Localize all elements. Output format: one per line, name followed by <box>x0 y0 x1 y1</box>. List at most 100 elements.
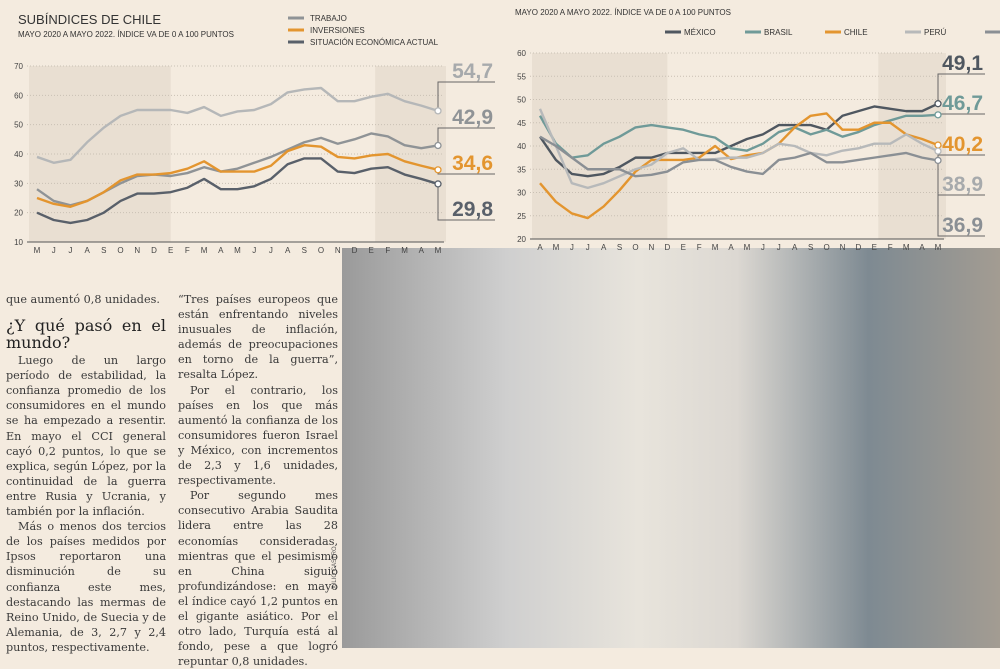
x-tick-label: M <box>712 243 719 252</box>
x-tick-label: M <box>234 246 241 255</box>
x-tick-label: D <box>151 246 157 255</box>
y-tick-label: 10 <box>14 238 23 247</box>
x-tick-label: M <box>935 243 942 252</box>
y-tick-label: 30 <box>517 189 526 198</box>
article-column-1: que aumentó 0,8 unidades. ¿Y qué pasó en… <box>6 292 166 669</box>
series-line <box>538 108 939 190</box>
x-tick-label: J <box>269 246 273 255</box>
x-tick-label: O <box>318 246 324 255</box>
end-value-label: 46,7 <box>942 92 983 115</box>
y-tick-label: 30 <box>14 179 23 188</box>
x-tick-label: M <box>435 246 442 255</box>
x-tick-label: A <box>728 243 734 252</box>
end-point <box>934 147 942 155</box>
y-tick-label: 45 <box>517 119 526 128</box>
x-tick-label: A <box>84 246 90 255</box>
x-tick-label: A <box>419 246 425 255</box>
legend-label: SITUACIÓN ECONÓMICA ACTUAL <box>310 38 439 47</box>
legend-label: INVERSIONES <box>310 26 365 35</box>
leader-line <box>437 81 495 111</box>
end-value-label: 38,9 <box>942 173 983 196</box>
x-tick-label: N <box>840 243 846 252</box>
paragraph: “Tres países europeos que están enfrenta… <box>178 293 338 382</box>
x-tick-label: A <box>601 243 607 252</box>
series-line <box>36 157 439 225</box>
y-tick-label: 40 <box>517 142 526 151</box>
series-line <box>539 135 939 178</box>
x-tick-label: M <box>744 243 751 252</box>
x-tick-label: E <box>872 243 877 252</box>
x-tick-label: M <box>34 246 41 255</box>
paragraph: Por el contrario, los países en los que … <box>178 383 338 488</box>
end-value-label: 49,1 <box>942 52 983 75</box>
series-line <box>36 143 439 209</box>
y-tick-label: 40 <box>14 150 23 159</box>
x-tick-label: N <box>649 243 655 252</box>
end-point <box>934 100 942 108</box>
y-tick-label: 25 <box>517 212 526 221</box>
article-column-2: “Tres países europeos que están enfrenta… <box>178 292 338 669</box>
end-value-label: 40,2 <box>942 133 983 156</box>
end-value-label: 34,6 <box>452 152 493 175</box>
paragraph: que aumentó 0,8 unidades. <box>6 293 160 306</box>
x-tick-label: S <box>302 246 307 255</box>
x-tick-label: J <box>586 243 590 252</box>
series-line <box>36 86 439 165</box>
end-point <box>934 156 942 165</box>
x-tick-label: A <box>792 243 798 252</box>
y-tick-label: 20 <box>517 235 526 244</box>
leader-line <box>937 73 985 104</box>
y-tick-label: 50 <box>14 121 23 130</box>
x-tick-label: A <box>218 246 224 255</box>
chart-subtitle: MAYO 2020 A MAYO 2022. ÍNDICE VA DE 0 A … <box>515 8 731 17</box>
x-tick-label: F <box>185 246 190 255</box>
leader-line <box>437 127 495 146</box>
section-heading: ¿Y qué pasó en el mundo? <box>6 316 166 353</box>
x-tick-label: M <box>553 243 560 252</box>
legend-label: MÉXICO <box>684 28 716 37</box>
x-tick-label: A <box>537 243 543 252</box>
x-tick-label: O <box>632 243 638 252</box>
chart-title: SUBÍNDICES DE CHILE <box>18 12 161 27</box>
x-tick-label: N <box>134 246 140 255</box>
x-tick-label: J <box>52 246 56 255</box>
paragraph: Más o menos dos tercios de los países me… <box>6 520 166 654</box>
legend-label: PERÚ <box>924 28 946 37</box>
end-value-label: 29,8 <box>452 198 493 221</box>
leader-line <box>437 183 495 221</box>
x-tick-label: S <box>101 246 106 255</box>
end-value-label: 54,7 <box>452 60 493 83</box>
x-tick-label: E <box>168 246 173 255</box>
legend-label: CHILE <box>844 28 868 37</box>
y-tick-label: 60 <box>517 49 526 58</box>
x-tick-label: A <box>919 243 925 252</box>
y-tick-label: 35 <box>517 165 526 174</box>
x-tick-label: E <box>681 243 686 252</box>
legend-label: TRABAJO <box>310 14 347 23</box>
x-tick-label: D <box>664 243 670 252</box>
end-value-label: 42,9 <box>452 106 493 129</box>
x-tick-label: J <box>777 243 781 252</box>
end-point <box>934 141 942 149</box>
x-tick-label: D <box>856 243 862 252</box>
chart-subindices-chile: SUBÍNDICES DE CHILE MAYO 2020 A MAYO 2022… <box>14 12 495 255</box>
leader-line <box>937 160 985 237</box>
x-tick-label: E <box>368 246 373 255</box>
x-tick-label: F <box>385 246 390 255</box>
end-point <box>434 107 442 115</box>
chart-latam-countries: MAYO 2020 A MAYO 2022. ÍNDICE VA DE 0 A … <box>515 8 1000 252</box>
y-tick-label: 20 <box>14 209 23 218</box>
x-tick-label: S <box>617 243 622 252</box>
y-tick-label: 55 <box>517 72 526 81</box>
x-tick-label: M <box>401 246 408 255</box>
end-point <box>934 111 942 119</box>
end-point <box>434 166 442 174</box>
y-tick-label: 60 <box>14 91 23 100</box>
x-tick-label: N <box>335 246 341 255</box>
mall-photo <box>342 248 1000 648</box>
end-point <box>434 141 442 150</box>
x-tick-label: S <box>808 243 813 252</box>
x-tick-label: M <box>201 246 208 255</box>
legend-label: BRASIL <box>764 28 793 37</box>
series-line <box>539 102 939 178</box>
